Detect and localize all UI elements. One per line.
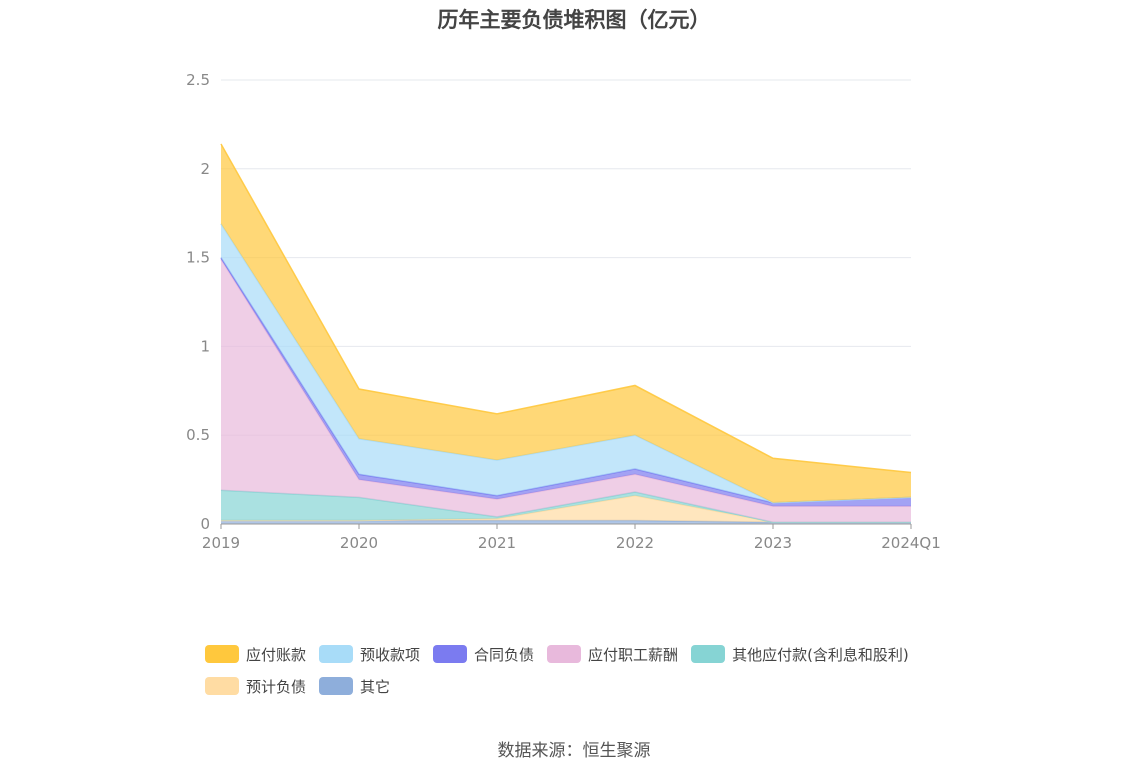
x-tick-label: 2022 [616, 534, 654, 552]
legend-swatch [205, 645, 239, 663]
x-tick-label: 2019 [202, 534, 240, 552]
legend-swatch [319, 677, 354, 695]
chart-title: 历年主要负债堆积图（亿元） [437, 8, 711, 32]
legend-item-provisions[interactable]: 预计负债 [205, 676, 306, 697]
x-tick-label: 2021 [478, 534, 516, 552]
legend-swatch [547, 645, 582, 663]
y-tick-label: 2 [200, 160, 210, 178]
y-tick-label: 1 [200, 337, 210, 355]
y-tick-label: 0.5 [186, 426, 210, 444]
legend-swatch [433, 645, 468, 663]
legend-label: 预计负债 [246, 677, 307, 696]
legend-label: 预收款项 [360, 645, 421, 664]
legend-row-2: 预计负债 其它 [205, 670, 965, 702]
y-tick-label: 2.5 [186, 71, 210, 89]
legend-label: 其他应付款(含利息和股利) [732, 645, 909, 664]
x-tick-label: 2020 [340, 534, 378, 552]
series-line [220, 143, 912, 474]
legend-label: 应付职工薪酬 [588, 645, 679, 664]
stacked-area-chart: 0 0.5 1 1.5 2 2.5 2019 2020 2021 2022 2023 2024Q1 [186, 71, 941, 552]
y-tick-label: 1.5 [186, 249, 210, 267]
area-series [221, 520, 911, 524]
legend-label: 其它 [360, 677, 391, 696]
legend-row-1: 应付账款 预收款项 合同负债 应付职工薪酬 其他应付款(含利息和股利) [205, 638, 965, 670]
x-tick-label: 2024Q1 [881, 534, 941, 552]
area-series [221, 143, 911, 503]
y-tick-label: 0 [200, 515, 210, 533]
legend-item-employee-payable[interactable]: 应付职工薪酬 [547, 644, 678, 665]
legend-item-others[interactable]: 其它 [319, 676, 390, 697]
legend-swatch [205, 677, 239, 695]
legend-item-contract-liabilities[interactable]: 合同负债 [433, 644, 534, 665]
legend-swatch [319, 645, 354, 663]
legend-item-other-payables[interactable]: 其他应付款(含利息和股利) [691, 644, 909, 665]
x-tick-label: 2023 [754, 534, 792, 552]
legend-label: 应付账款 [246, 645, 307, 664]
data-source: 数据来源：恒生聚源 [497, 741, 651, 761]
legend-label: 合同负债 [474, 645, 535, 664]
area-series [221, 490, 911, 523]
chart-legend: 应付账款 预收款项 合同负债 应付职工薪酬 其他应付款(含利息和股利) 预计负债… [205, 638, 965, 702]
legend-item-advance-receipts[interactable]: 预收款项 [319, 644, 420, 665]
legend-item-accounts-payable[interactable]: 应付账款 [205, 644, 306, 665]
legend-swatch [691, 645, 726, 663]
